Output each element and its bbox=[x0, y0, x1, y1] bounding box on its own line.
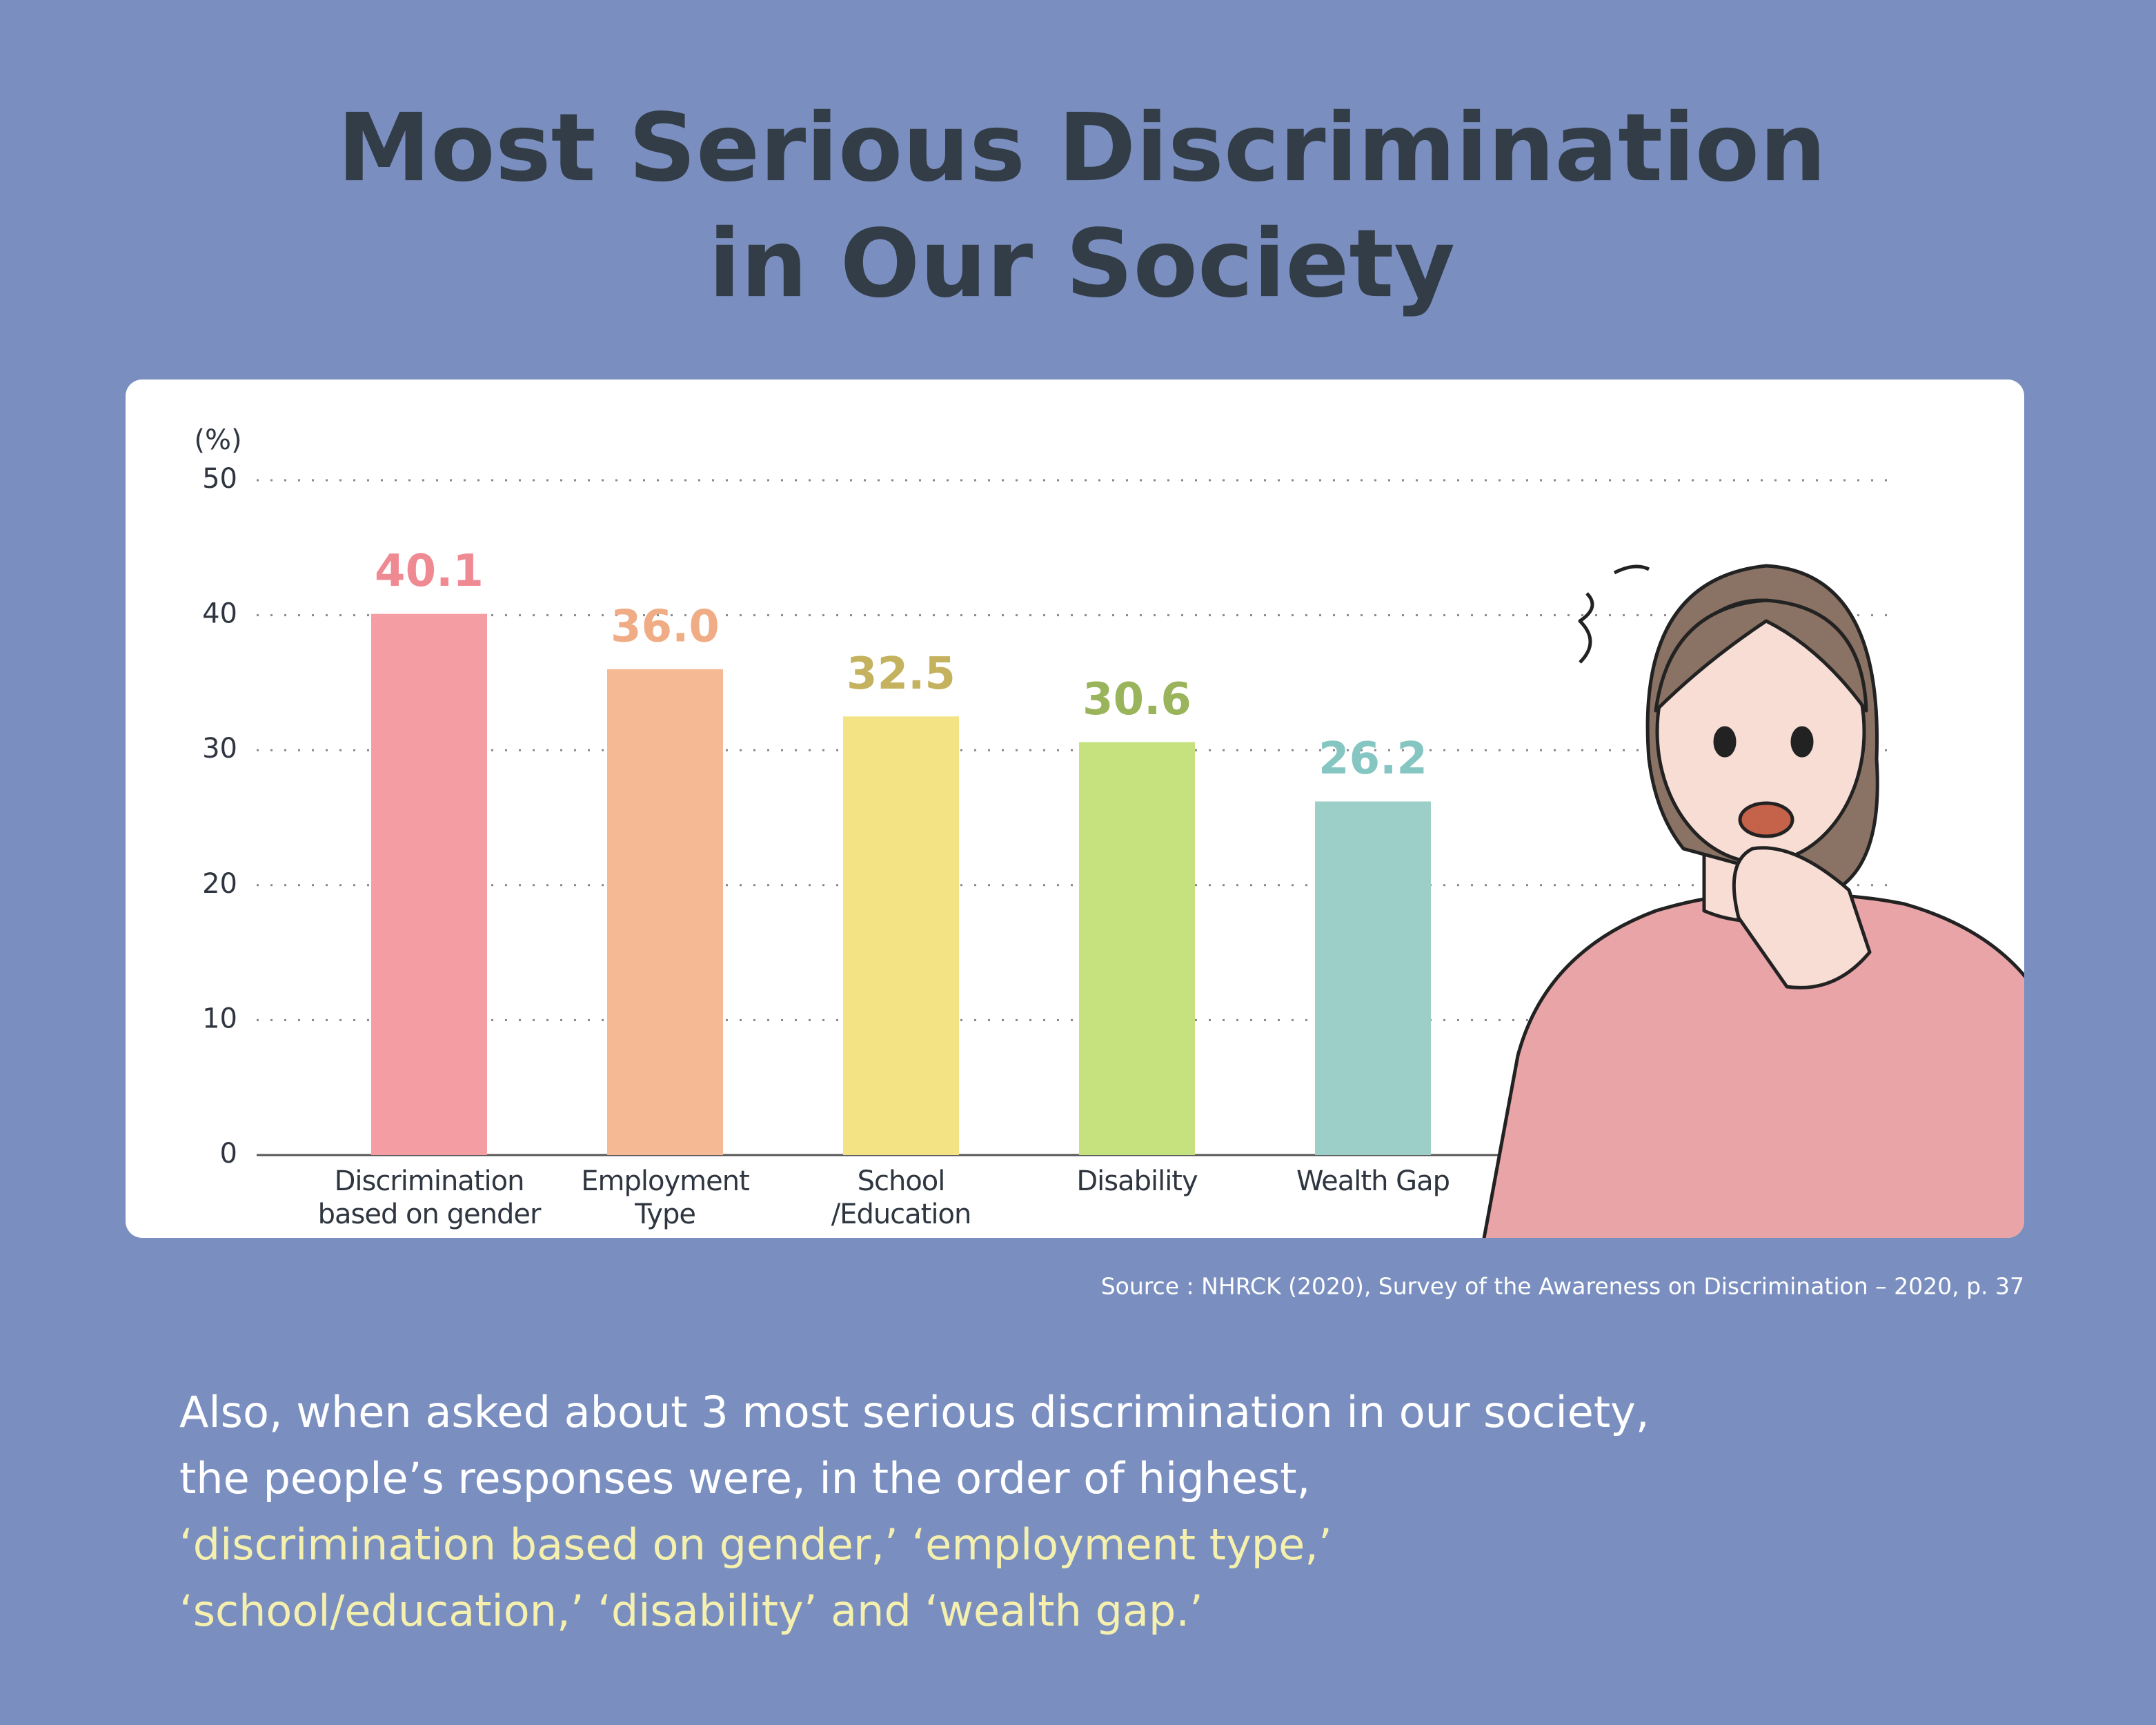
value-label: 32.5 bbox=[847, 649, 956, 700]
y-tick-label: 10 bbox=[202, 1003, 237, 1034]
bar bbox=[1315, 801, 1431, 1155]
chart-title: Most Serious Discrimination bbox=[337, 94, 1826, 203]
y-tick-label: 0 bbox=[220, 1138, 237, 1170]
y-axis-label: (%) bbox=[194, 424, 241, 456]
x-tick-label: Disability bbox=[1076, 1165, 1198, 1197]
chart-title: in Our Society bbox=[709, 210, 1455, 319]
plot: 0 10 20 30 40 50 40.1 36.0 32.5 30.6 26.2 bbox=[202, 463, 1890, 1170]
y-tick-label: 20 bbox=[202, 868, 237, 900]
highlight-line: ‘discrimination based on gender,’ ‘emplo… bbox=[179, 1519, 1332, 1570]
y-tick-label: 50 bbox=[202, 463, 237, 495]
value-label: 36.0 bbox=[611, 601, 720, 652]
source: Source : NHRCK (2020), Survey of the Awa… bbox=[1101, 1273, 2024, 1300]
y-tick-label: 40 bbox=[202, 598, 237, 630]
highlight-line: ‘school/education,’ ‘disability’ and ‘we… bbox=[179, 1586, 1203, 1636]
description-line: Also, when asked about 3 most serious di… bbox=[179, 1387, 1650, 1437]
bar bbox=[607, 669, 723, 1155]
illustration bbox=[1481, 564, 2024, 1238]
bar bbox=[371, 613, 487, 1155]
x-tick-label: Wealth Gap bbox=[1296, 1165, 1450, 1197]
x-tick-label: Employment Type bbox=[581, 1165, 750, 1230]
y-tick-label: 30 bbox=[202, 733, 237, 765]
bar bbox=[843, 716, 959, 1155]
description-line: the people’s responses were, in the orde… bbox=[179, 1453, 1311, 1504]
x-tick-label: School /Education bbox=[831, 1165, 972, 1230]
bar bbox=[1079, 742, 1195, 1155]
value-label: 26.2 bbox=[1318, 733, 1427, 785]
x-tick-label: Discrimination based on gender bbox=[317, 1165, 542, 1230]
value-label: 40.1 bbox=[375, 546, 484, 597]
value-label: 30.6 bbox=[1082, 674, 1191, 725]
